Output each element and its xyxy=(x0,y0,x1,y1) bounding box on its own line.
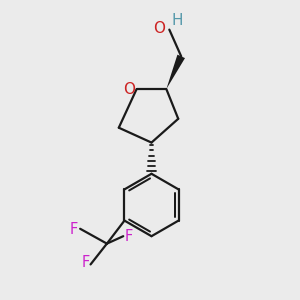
Text: H: H xyxy=(172,13,183,28)
Polygon shape xyxy=(166,55,185,89)
Text: O: O xyxy=(153,21,165,36)
Text: F: F xyxy=(82,255,90,270)
Text: O: O xyxy=(123,82,135,97)
Text: F: F xyxy=(125,229,133,244)
Text: F: F xyxy=(70,222,78,237)
